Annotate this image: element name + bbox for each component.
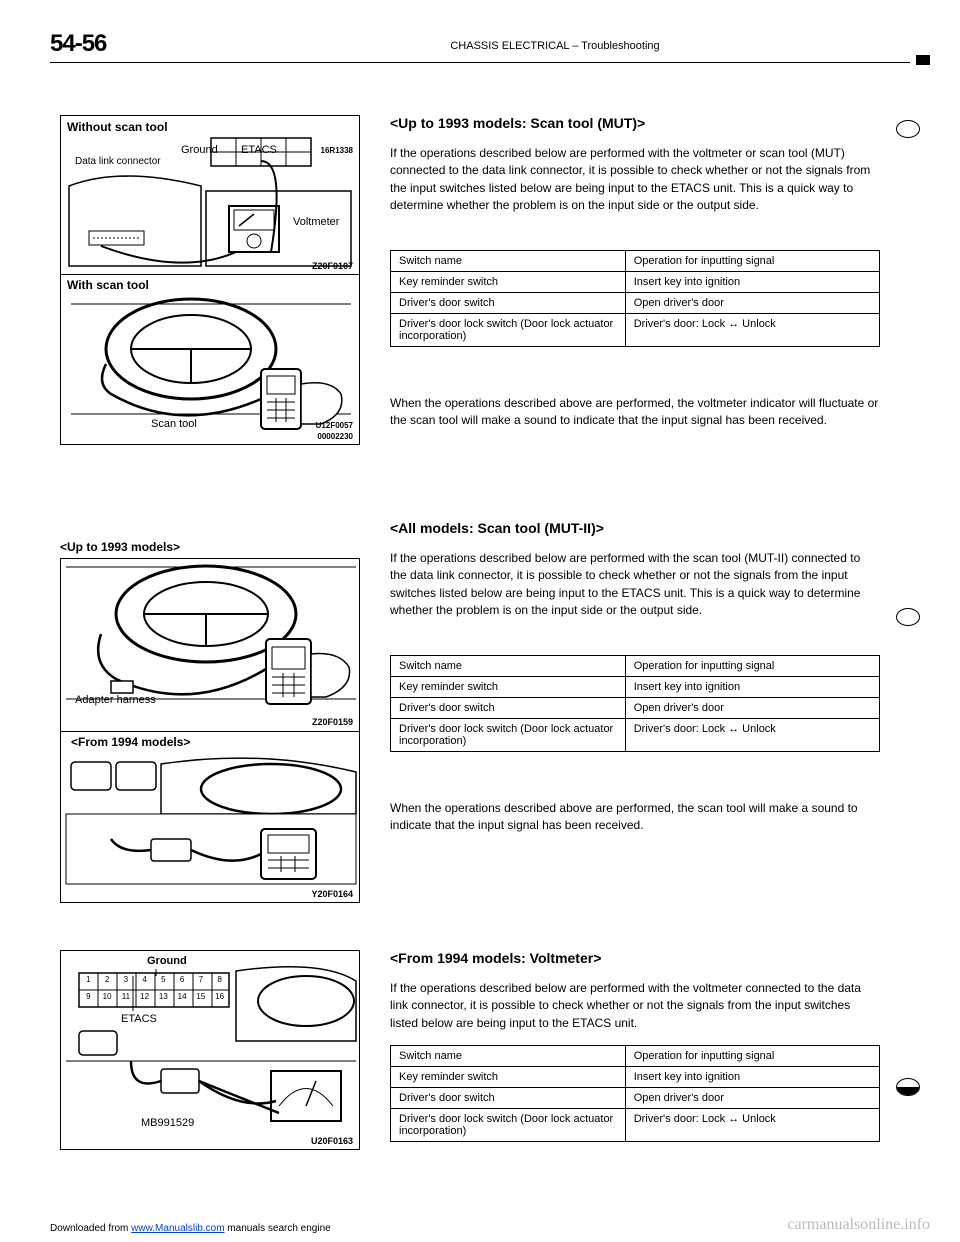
pin: 15: [192, 992, 211, 1001]
section1-body: If the operations described below are pe…: [390, 145, 880, 215]
pin: 3: [117, 975, 136, 984]
cell: Switch name: [391, 251, 626, 272]
fig3-ground: Ground: [147, 955, 187, 967]
cell: Switch name: [391, 656, 626, 677]
fig1-code3: U12F0057: [316, 421, 353, 430]
fig1-code2: Z20F0107: [312, 261, 353, 271]
table-row: Driver's door lock switch (Door lock act…: [391, 1109, 880, 1142]
section1-note: When the operations described above are …: [390, 395, 880, 430]
table-row: Driver's door lock switch (Door lock act…: [391, 314, 880, 347]
fig1-voltmeter-label: Voltmeter: [293, 216, 339, 228]
section2-note: When the operations described above are …: [390, 800, 880, 835]
table-row: Key reminder switch Insert key into igni…: [391, 272, 880, 293]
fig3-tool: MB991529: [141, 1117, 194, 1129]
section3-body: If the operations described below are pe…: [390, 980, 880, 1032]
fig1-ground-label: Ground: [181, 144, 218, 156]
cell: Operation for inputting signal: [625, 251, 879, 272]
cell: Insert key into ignition: [625, 272, 879, 293]
margin-mark: [896, 1078, 920, 1096]
fig2-top-label: <Up to 1993 models>: [60, 540, 180, 554]
table-row: Switch name Operation for inputting sign…: [391, 1046, 880, 1067]
cell: Key reminder switch: [391, 1067, 626, 1088]
footer-prefix: Downloaded from: [50, 1223, 131, 1234]
fig1-without-label: Without scan tool: [67, 120, 168, 134]
pin: 9: [79, 992, 98, 1001]
fig2-bottom-label: <From 1994 models>: [71, 735, 190, 749]
pin: 10: [98, 992, 117, 1001]
pin: 4: [135, 975, 154, 984]
table-row: Switch name Operation for inputting sign…: [391, 656, 880, 677]
pin: 13: [154, 992, 173, 1001]
fig1-scan-label: Scan tool: [151, 418, 197, 430]
table-row: Key reminder switch Insert key into igni…: [391, 677, 880, 698]
fig1-code1: 16R1338: [321, 146, 353, 155]
cell: Open driver's door: [625, 293, 879, 314]
margin-mark: [896, 608, 920, 626]
cell: Open driver's door: [625, 698, 879, 719]
header-rule: [50, 62, 910, 63]
footer: Downloaded from www.Manualslib.com manua…: [50, 1223, 331, 1234]
section3-table: Switch name Operation for inputting sign…: [390, 1045, 880, 1142]
pin: 1: [79, 975, 98, 984]
cell: Insert key into ignition: [625, 1067, 879, 1088]
fig2-adapter-label: Adapter harness: [75, 694, 156, 706]
table-row: Driver's door switch Open driver's door: [391, 1088, 880, 1109]
table-row: Key reminder switch Insert key into igni…: [391, 1067, 880, 1088]
fig1-with-label: With scan tool: [67, 278, 149, 292]
pin: 6: [173, 975, 192, 984]
fig2-code2: Y20F0164: [311, 889, 353, 899]
fig3-code: U20F0163: [311, 1136, 353, 1146]
fig1-etacs-label: ETACS: [241, 144, 277, 156]
cell: Driver's door: Lock ↔ Unlock: [625, 1109, 879, 1142]
cell: Operation for inputting signal: [625, 656, 879, 677]
page-tab: [916, 55, 930, 65]
section2-table: Switch name Operation for inputting sign…: [390, 655, 880, 752]
pin: 7: [192, 975, 211, 984]
cell: Driver's door lock switch (Door lock act…: [391, 314, 626, 347]
cell: Driver's door: Lock ↔ Unlock: [625, 719, 879, 752]
pin: 2: [98, 975, 117, 984]
cell: Operation for inputting signal: [625, 1046, 879, 1067]
pin: 12: [135, 992, 154, 1001]
cell: Switch name: [391, 1046, 626, 1067]
pin: 8: [210, 975, 229, 984]
footer-link[interactable]: www.Manualslib.com: [131, 1223, 224, 1234]
table-row: Driver's door switch Open driver's door: [391, 698, 880, 719]
watermark: carmanualsonline.info: [787, 1216, 930, 1234]
section1-table: Switch name Operation for inputting sign…: [390, 250, 880, 347]
cell: Driver's door switch: [391, 1088, 626, 1109]
section2-body: If the operations described below are pe…: [390, 550, 880, 620]
page-number: 54-56: [50, 30, 106, 58]
cell: Driver's door switch: [391, 698, 626, 719]
pin: 14: [173, 992, 192, 1001]
page-header: CHASSIS ELECTRICAL – Troubleshooting: [200, 40, 910, 52]
fig2-bottom-svg: [61, 754, 361, 904]
figure-3: Ground 1: [60, 950, 360, 1150]
section1-title: <Up to 1993 models: Scan tool (MUT)>: [390, 115, 645, 131]
cell: Driver's door: Lock ↔ Unlock: [625, 314, 879, 347]
cell: Insert key into ignition: [625, 677, 879, 698]
cell: Key reminder switch: [391, 272, 626, 293]
fig1-datalink-label: Data link connector: [75, 156, 161, 167]
table-row: Driver's door switch Open driver's door: [391, 293, 880, 314]
fig2-code1: Z20F0159: [312, 717, 353, 727]
fig1-code4: 00002230: [317, 432, 353, 441]
cell: Key reminder switch: [391, 677, 626, 698]
margin-mark: [896, 120, 920, 138]
cell: Driver's door lock switch (Door lock act…: [391, 719, 626, 752]
table-row: Switch name Operation for inputting sign…: [391, 251, 880, 272]
pin: 16: [210, 992, 229, 1001]
cell: Driver's door switch: [391, 293, 626, 314]
pin: 5: [154, 975, 173, 984]
fig3-etacs: ETACS: [121, 1013, 157, 1025]
section3-title: <From 1994 models: Voltmeter>: [390, 950, 601, 966]
cell: Open driver's door: [625, 1088, 879, 1109]
pin: 11: [117, 992, 136, 1001]
table-row: Driver's door lock switch (Door lock act…: [391, 719, 880, 752]
figure-1: Without scan tool Data link connector Gr…: [60, 115, 360, 445]
cell: Driver's door lock switch (Door lock act…: [391, 1109, 626, 1142]
figure-2: Adapter harness Z20F0159 <From 1994 mode…: [60, 558, 360, 903]
section2-title: <All models: Scan tool (MUT-II)>: [390, 520, 604, 536]
footer-suffix: manuals search engine: [225, 1223, 331, 1234]
